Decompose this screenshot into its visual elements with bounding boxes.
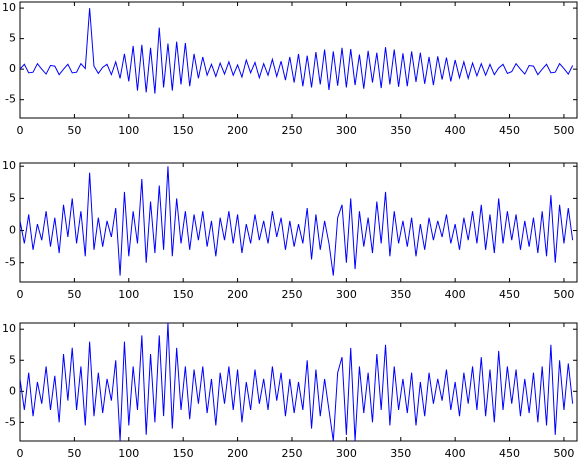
x-tick-label: 450 [499, 447, 520, 460]
y-tick-label: -5 [5, 256, 16, 269]
x-tick-label: 100 [118, 288, 139, 301]
x-tick-label: 500 [553, 447, 574, 460]
x-tick-label: 50 [67, 124, 81, 137]
y-tick-label: 5 [9, 353, 16, 366]
y-tick-label: 0 [9, 62, 16, 75]
x-tick-label: 350 [390, 288, 411, 301]
x-tick-label: 400 [445, 447, 466, 460]
subplot: 0 50 100 150 200 250 300 350 400 450 500 -5 0 5 10 [2, 1, 578, 137]
subplot: 0 50 100 150 200 250 300 350 400 450 500 -5 0 5 10 [2, 322, 578, 460]
x-tick-label: 150 [173, 288, 194, 301]
y-tick-label: -5 [5, 415, 16, 428]
x-tick-label: 350 [390, 124, 411, 137]
x-tick-label: 200 [227, 124, 248, 137]
x-tick-label: 250 [281, 447, 302, 460]
x-tick-label: 400 [445, 124, 466, 137]
y-tick-label: 5 [9, 32, 16, 45]
y-tick-label: 0 [9, 224, 16, 237]
x-tick-label: 300 [336, 447, 357, 460]
y-tick-label: 10 [2, 1, 16, 14]
x-tick-label: 50 [67, 288, 81, 301]
x-tick-label: 100 [118, 124, 139, 137]
y-tick-label: 0 [9, 384, 16, 397]
y-tick-label: 5 [9, 191, 16, 204]
x-tick-label: 0 [17, 124, 24, 137]
signal-line [20, 166, 574, 276]
x-tick-label: 250 [281, 288, 302, 301]
y-tick-label: 10 [2, 322, 16, 335]
x-tick-label: 250 [281, 124, 302, 137]
x-tick-label: 150 [173, 124, 194, 137]
signal-line [20, 323, 574, 441]
subplot: 0 50 100 150 200 250 300 350 400 450 500 -5 0 5 10 [2, 159, 578, 301]
x-tick-label: 500 [553, 124, 574, 137]
y-tick-label: -5 [5, 93, 16, 106]
x-tick-label: 150 [173, 447, 194, 460]
x-tick-label: 400 [445, 288, 466, 301]
x-tick-label: 450 [499, 288, 520, 301]
axes-box [19, 1, 578, 119]
y-tick-label: 10 [2, 159, 16, 172]
x-tick-label: 100 [118, 447, 139, 460]
x-tick-label: 450 [499, 124, 520, 137]
x-tick-label: 50 [67, 447, 81, 460]
x-tick-label: 0 [17, 288, 24, 301]
signal-line [20, 8, 574, 94]
axes-box [19, 162, 578, 283]
x-tick-label: 200 [227, 447, 248, 460]
x-tick-label: 300 [336, 124, 357, 137]
x-tick-label: 350 [390, 447, 411, 460]
x-tick-label: 300 [336, 288, 357, 301]
x-tick-label: 500 [553, 288, 574, 301]
x-tick-label: 200 [227, 288, 248, 301]
x-tick-label: 0 [17, 447, 24, 460]
